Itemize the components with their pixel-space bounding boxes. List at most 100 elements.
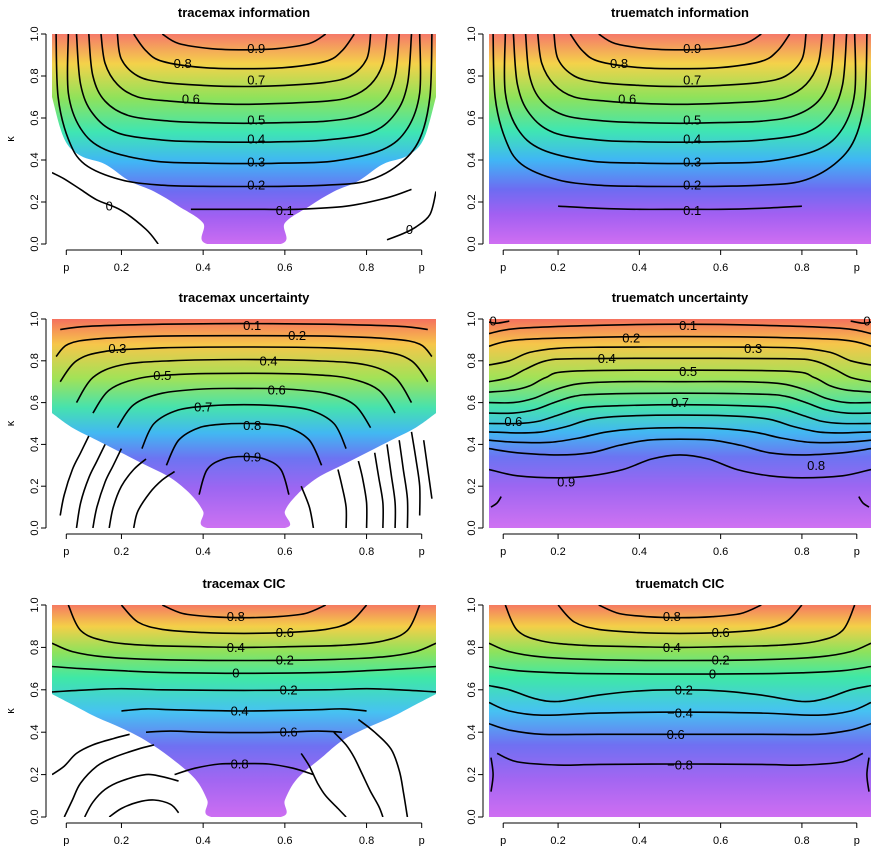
contour-line [92, 372, 396, 414]
contour-lines [55, 322, 433, 528]
contour-label: 0.8 [227, 609, 245, 624]
contour-label: 0.4 [259, 353, 277, 368]
contour-line [300, 752, 347, 817]
y-tick-label: 0.2 [29, 194, 41, 209]
y-tick-label: 0.6 [29, 682, 41, 697]
contour-lines [489, 320, 871, 508]
contour-line [55, 334, 433, 358]
y-tick-label: 1.0 [466, 26, 478, 41]
heatmap-field [489, 605, 871, 817]
contour-line [503, 34, 857, 165]
x-tick-label: 0.2 [550, 546, 565, 558]
contour-line [489, 320, 510, 325]
y-tick-label: 0.4 [29, 437, 41, 452]
contour-line [357, 718, 409, 817]
contour-label: 0.6 [712, 625, 730, 640]
contour-line [489, 426, 871, 444]
y-tick-label: 1.0 [29, 311, 41, 326]
contour-label: 0.5 [683, 113, 701, 128]
contour-line [83, 773, 179, 817]
contour-label: 0.5 [153, 368, 171, 383]
contour-line [60, 322, 428, 331]
y-tick-label: 1.0 [466, 597, 478, 612]
contour-line [116, 387, 372, 429]
contour-label: 0.4 [247, 132, 265, 147]
y-tick-label: 0.0 [466, 809, 478, 824]
contour-line [75, 34, 413, 144]
contour-line [133, 34, 355, 70]
contour-label: 0 [106, 199, 113, 214]
contour-line [141, 403, 347, 449]
contour-line [512, 34, 848, 144]
y-tick-label: 0.0 [466, 236, 478, 251]
contour-line [489, 701, 871, 717]
contour-label: 0.5 [679, 364, 697, 379]
x-tick-label: 0.6 [277, 262, 292, 274]
contour-label: 0.4 [598, 351, 616, 366]
contour-label: 0.7 [671, 395, 689, 410]
contour-line [410, 431, 421, 516]
contour-label: 0.1 [679, 318, 697, 333]
contour-label: 0.9 [247, 41, 265, 56]
y-tick-label: 0.4 [466, 152, 478, 167]
contour-line [88, 34, 400, 125]
x-tick-label: 0.4 [632, 262, 647, 274]
heatmap-field [52, 34, 436, 244]
contour-line [489, 722, 871, 736]
contour-line [557, 605, 803, 635]
contour-label: 0.3 [247, 155, 265, 170]
x-tick-label: 0.2 [114, 546, 129, 558]
contour-label: −0.8 [223, 757, 249, 772]
contour-label: 0 [232, 665, 239, 680]
contour-label: −0.2 [667, 682, 693, 697]
contour-label: −0.6 [659, 727, 685, 742]
contour-line [398, 440, 409, 528]
contour-line [489, 323, 871, 335]
y-tick-label: 1.0 [29, 26, 41, 41]
contour-line [66, 34, 422, 165]
x-tick-label: p [419, 546, 425, 558]
contour-line [504, 605, 856, 649]
y-tick-label: 0.8 [466, 353, 478, 368]
contour-label: 0.2 [683, 178, 701, 193]
contour-label: −0.8 [667, 758, 693, 773]
x-tick-label: p [854, 262, 860, 274]
contour-label: 0.3 [108, 341, 126, 356]
contour-label: 0.8 [807, 458, 825, 473]
y-tick-label: 0.2 [29, 767, 41, 782]
contour-label: 0.8 [243, 418, 261, 433]
y-tick-label: 0.0 [466, 520, 478, 535]
contour-line [190, 188, 412, 211]
contour-line [161, 605, 327, 619]
contour-line [121, 708, 367, 712]
y-tick-label: 0.2 [466, 479, 478, 494]
contour-label: 0.8 [174, 56, 192, 71]
contour-line [52, 687, 436, 693]
contour-line [67, 605, 421, 649]
contour-line [489, 642, 871, 662]
y-tick-label: 0.6 [29, 395, 41, 410]
contour-line [386, 191, 436, 241]
contour-label: 0.6 [182, 92, 200, 107]
contour-label: 0.8 [663, 609, 681, 624]
contour-line [108, 458, 147, 528]
contour-line [492, 34, 868, 188]
panel-title: truematch information [611, 5, 749, 20]
contour-line [357, 460, 368, 528]
contour-line [489, 346, 871, 366]
x-tick-label: 0.6 [713, 262, 728, 274]
contour-label: 0.2 [276, 653, 294, 668]
x-tick-label: p [854, 546, 860, 558]
contour-line [108, 799, 180, 817]
y-tick-label: 0.2 [466, 767, 478, 782]
x-tick-label: p [419, 835, 425, 846]
contour-line [490, 496, 502, 508]
x-tick-label: 0.6 [713, 835, 728, 846]
contour-line [489, 357, 871, 383]
contour-lines [492, 34, 868, 211]
contour-label: 0.6 [276, 625, 294, 640]
contour-line [496, 752, 864, 766]
panel-title: tracemax information [178, 5, 310, 20]
x-tick-label: p [63, 262, 69, 274]
contour-line [59, 346, 429, 383]
